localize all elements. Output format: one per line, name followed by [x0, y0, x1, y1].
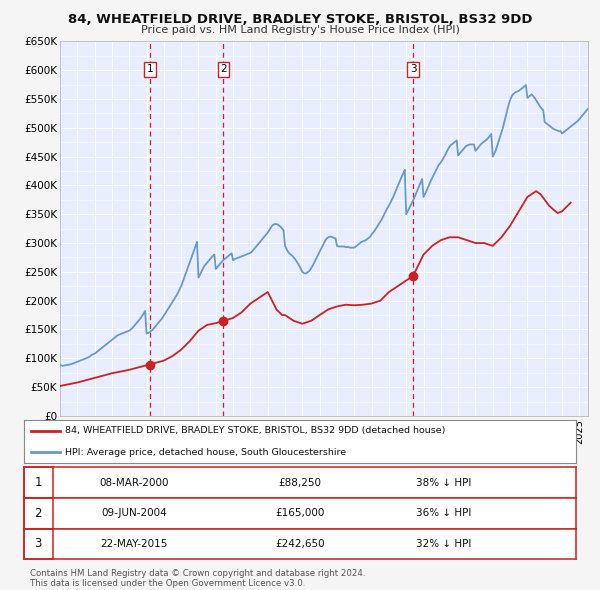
Text: £165,000: £165,000	[275, 509, 325, 518]
Bar	[24, 529, 53, 559]
Text: Contains HM Land Registry data © Crown copyright and database right 2024.
This d: Contains HM Land Registry data © Crown c…	[30, 569, 365, 588]
Text: 22-MAY-2015: 22-MAY-2015	[101, 539, 168, 549]
Text: 2: 2	[220, 64, 227, 74]
Text: Price paid vs. HM Land Registry's House Price Index (HPI): Price paid vs. HM Land Registry's House …	[140, 25, 460, 35]
Text: 1: 1	[146, 64, 153, 74]
Text: HPI: Average price, detached house, South Gloucestershire: HPI: Average price, detached house, Sout…	[65, 448, 347, 457]
Text: 32% ↓ HPI: 32% ↓ HPI	[416, 539, 471, 549]
Text: 38% ↓ HPI: 38% ↓ HPI	[416, 478, 471, 487]
Text: £242,650: £242,650	[275, 539, 325, 549]
Bar	[24, 467, 53, 498]
Text: 2: 2	[35, 507, 42, 520]
Text: 3: 3	[410, 64, 416, 74]
Text: 08-MAR-2000: 08-MAR-2000	[100, 478, 169, 487]
Text: 36% ↓ HPI: 36% ↓ HPI	[416, 509, 471, 518]
Text: 3: 3	[35, 537, 42, 550]
Text: 84, WHEATFIELD DRIVE, BRADLEY STOKE, BRISTOL, BS32 9DD: 84, WHEATFIELD DRIVE, BRADLEY STOKE, BRI…	[68, 13, 532, 26]
Text: 09-JUN-2004: 09-JUN-2004	[101, 509, 167, 518]
Text: £88,250: £88,250	[278, 478, 322, 487]
Text: 1: 1	[35, 476, 42, 489]
Bar	[24, 498, 53, 529]
Text: 84, WHEATFIELD DRIVE, BRADLEY STOKE, BRISTOL, BS32 9DD (detached house): 84, WHEATFIELD DRIVE, BRADLEY STOKE, BRI…	[65, 427, 446, 435]
